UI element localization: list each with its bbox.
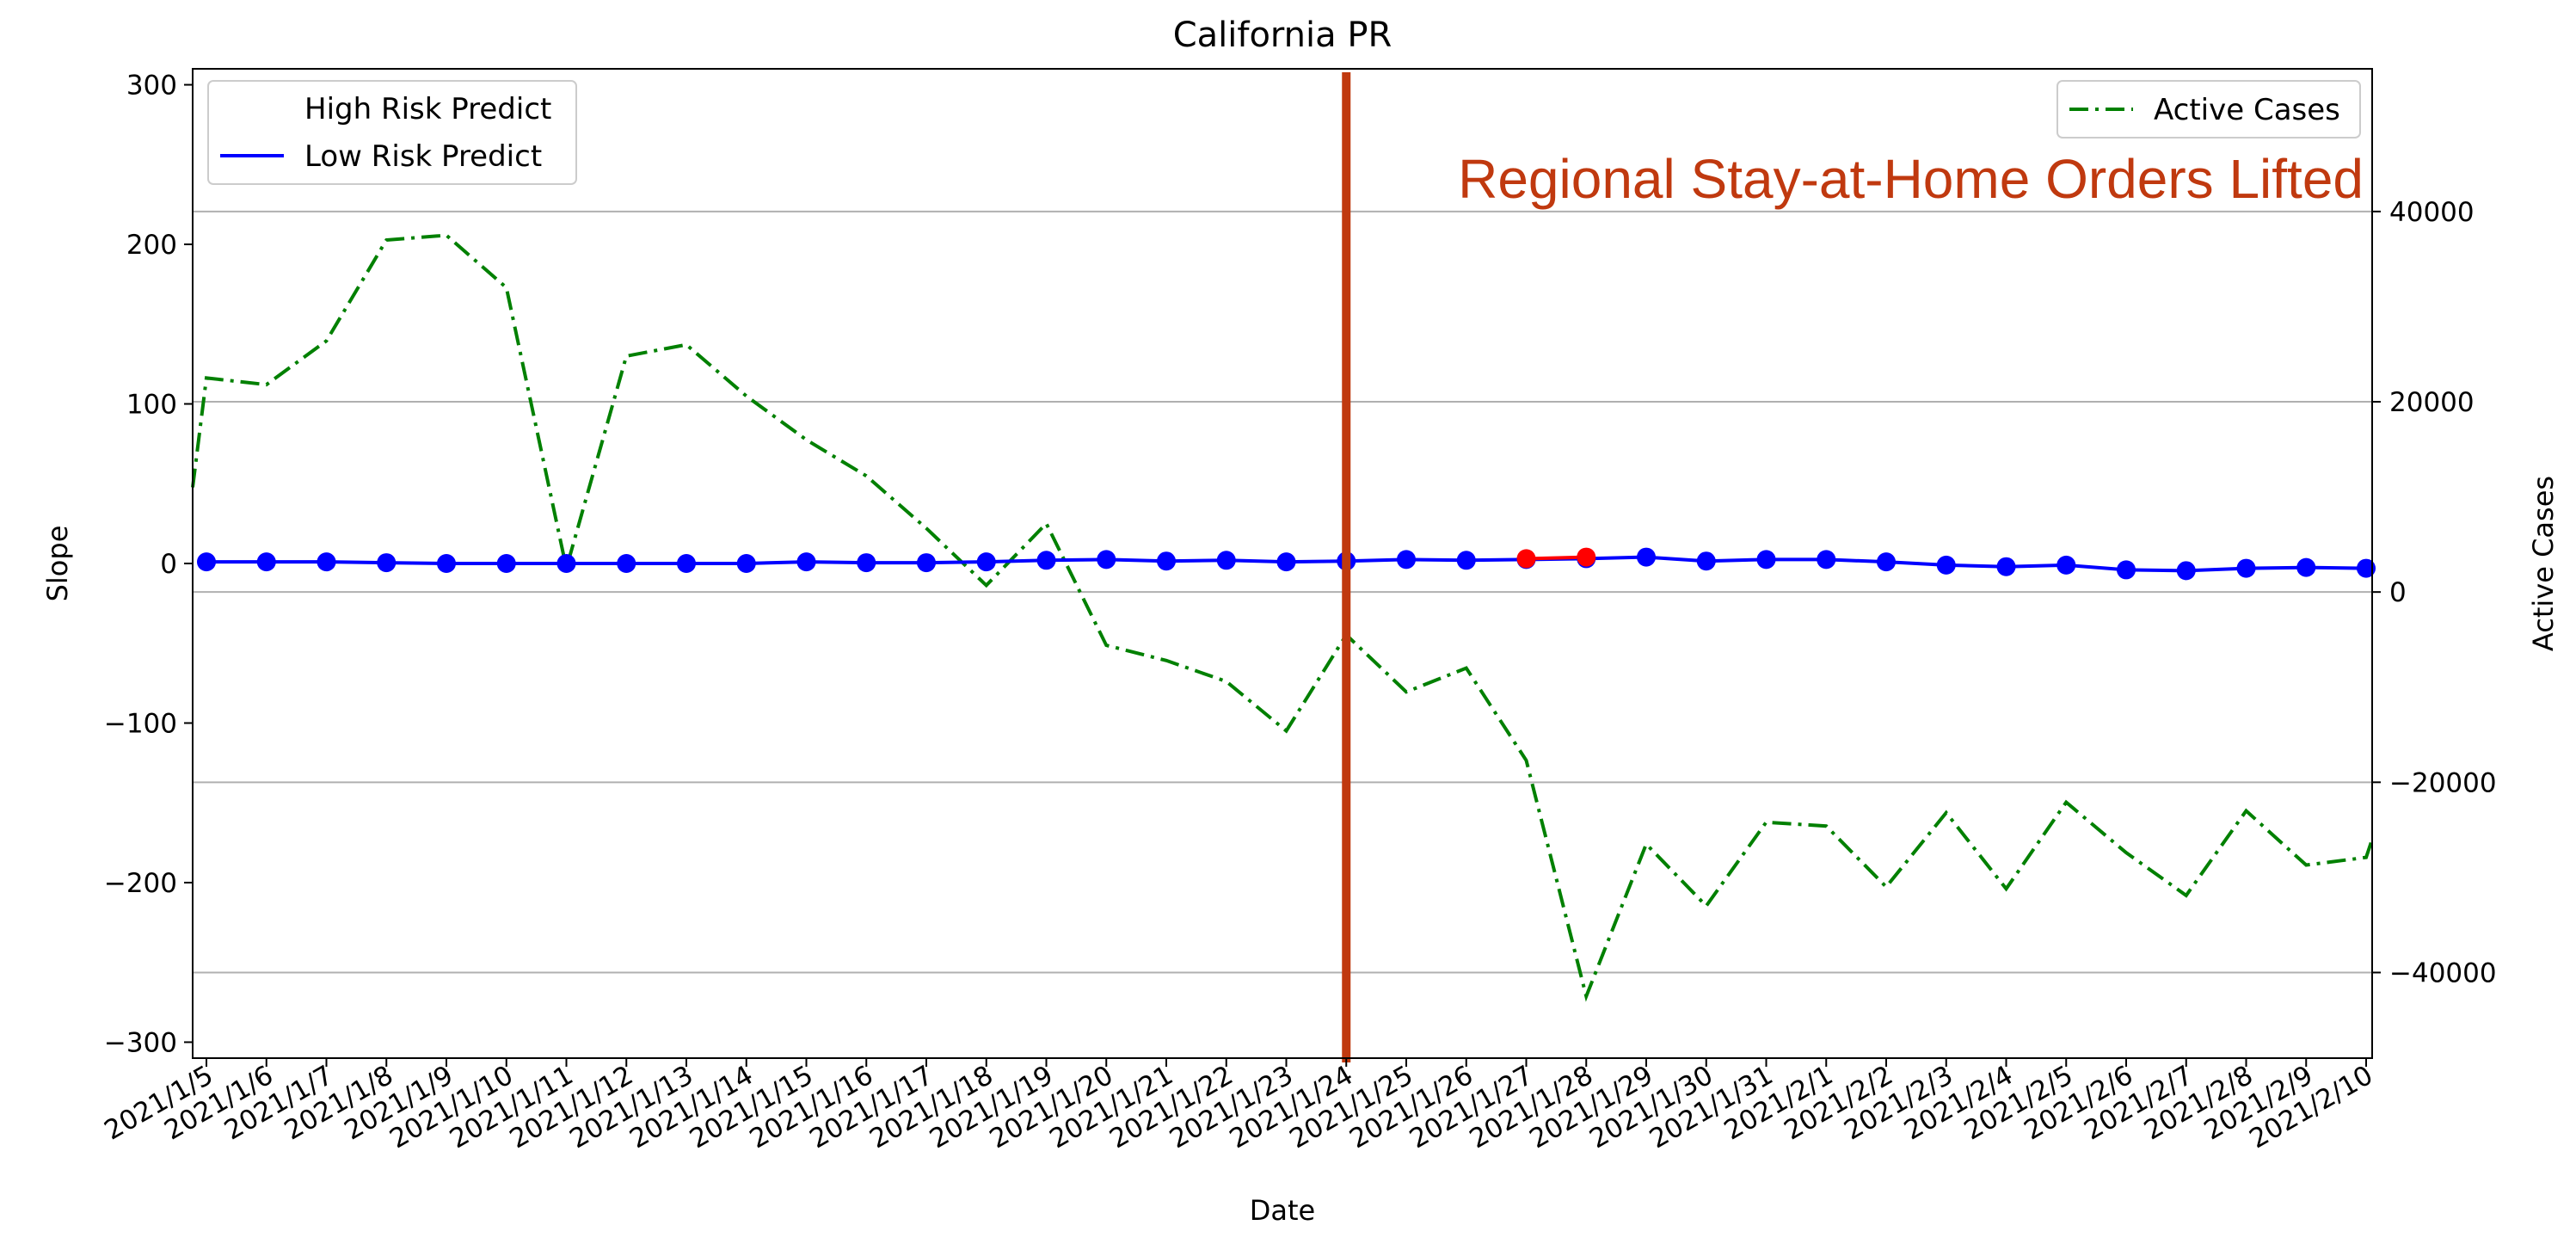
- legend-entry-high-risk: High Risk Predict: [304, 92, 551, 126]
- series-line-high-risk: [1526, 555, 1587, 561]
- legend-right-box: [2056, 80, 2361, 139]
- legend-entry-active-cases: Active Cases: [2154, 93, 2340, 127]
- low-risk-point: [1157, 551, 1176, 571]
- legend-entry-low-risk: Low Risk Predict: [304, 139, 542, 174]
- axes-layer: 300 200 100 0 −100 −200 −300 40000 20000 0 −20000 −…: [99, 71, 2496, 1155]
- chart-title: California PR: [1173, 15, 1393, 55]
- y-tick-label: −100: [104, 708, 177, 739]
- low-risk-point: [1397, 550, 1416, 570]
- low-risk-point: [1696, 551, 1716, 571]
- low-risk-point: [1996, 557, 2016, 576]
- y-tick-label: 200: [126, 230, 177, 261]
- low-risk-point: [917, 553, 936, 573]
- y-tick-label: 100: [126, 390, 177, 421]
- annotation-label: Regional Stay-at-Home Orders Lifted: [1458, 148, 2364, 210]
- y-tick-label: −300: [104, 1027, 177, 1058]
- low-risk-point: [1456, 551, 1476, 570]
- low-risk-point: [197, 552, 216, 572]
- low-risk-point: [2117, 560, 2136, 580]
- y-axis-title: Slope: [41, 526, 74, 602]
- low-risk-point: [317, 552, 336, 572]
- x-axis-title: Date: [1250, 1194, 1315, 1227]
- y-tick-label: −200: [104, 868, 177, 899]
- low-risk-point: [677, 554, 696, 573]
- high-risk-point: [1516, 549, 1536, 569]
- low-risk-point: [377, 553, 397, 573]
- high-risk-point: [1577, 547, 1596, 567]
- low-risk-point: [976, 552, 996, 572]
- low-risk-point: [736, 554, 756, 573]
- low-risk-point: [617, 554, 636, 573]
- y2-tick-label: 20000: [2389, 387, 2475, 418]
- low-risk-point: [556, 554, 576, 573]
- grid-layer: [193, 210, 2372, 974]
- low-risk-point: [857, 553, 876, 573]
- y2-tick-label: −20000: [2389, 767, 2497, 798]
- y2-tick-label: 0: [2389, 577, 2407, 608]
- low-risk-point: [1276, 552, 1296, 572]
- low-risk-point: [796, 552, 816, 572]
- low-risk-point: [2236, 558, 2256, 578]
- low-risk-point: [2296, 557, 2316, 577]
- low-risk-point: [1637, 547, 1656, 567]
- low-risk-point: [1936, 555, 1956, 575]
- low-risk-point: [2056, 555, 2076, 575]
- y2-tick-label: −40000: [2389, 957, 2497, 988]
- y-tick-label: 300: [126, 71, 177, 102]
- low-risk-point: [496, 554, 516, 573]
- low-risk-point: [1097, 550, 1116, 570]
- series-line-active-cases: [191, 233, 2374, 1002]
- series-layer: [191, 233, 2376, 1002]
- low-risk-point: [2176, 561, 2196, 581]
- y-tick-label: 0: [160, 549, 177, 580]
- low-risk-point: [256, 552, 276, 572]
- y2-axis-title: Active Cases: [2527, 476, 2560, 651]
- low-risk-point: [1817, 550, 1836, 570]
- legend-left-box: [207, 80, 577, 185]
- low-risk-point: [1756, 550, 1776, 570]
- low-risk-point: [437, 554, 456, 573]
- low-risk-point: [2357, 558, 2376, 578]
- low-risk-point: [1216, 551, 1236, 570]
- legend-left: High Risk Predict Low Risk Predict: [207, 80, 577, 185]
- legend-right: Active Cases: [2056, 80, 2361, 139]
- y2-tick-label: 40000: [2389, 197, 2475, 228]
- low-risk-point: [1877, 552, 1896, 572]
- low-risk-point: [1036, 551, 1056, 570]
